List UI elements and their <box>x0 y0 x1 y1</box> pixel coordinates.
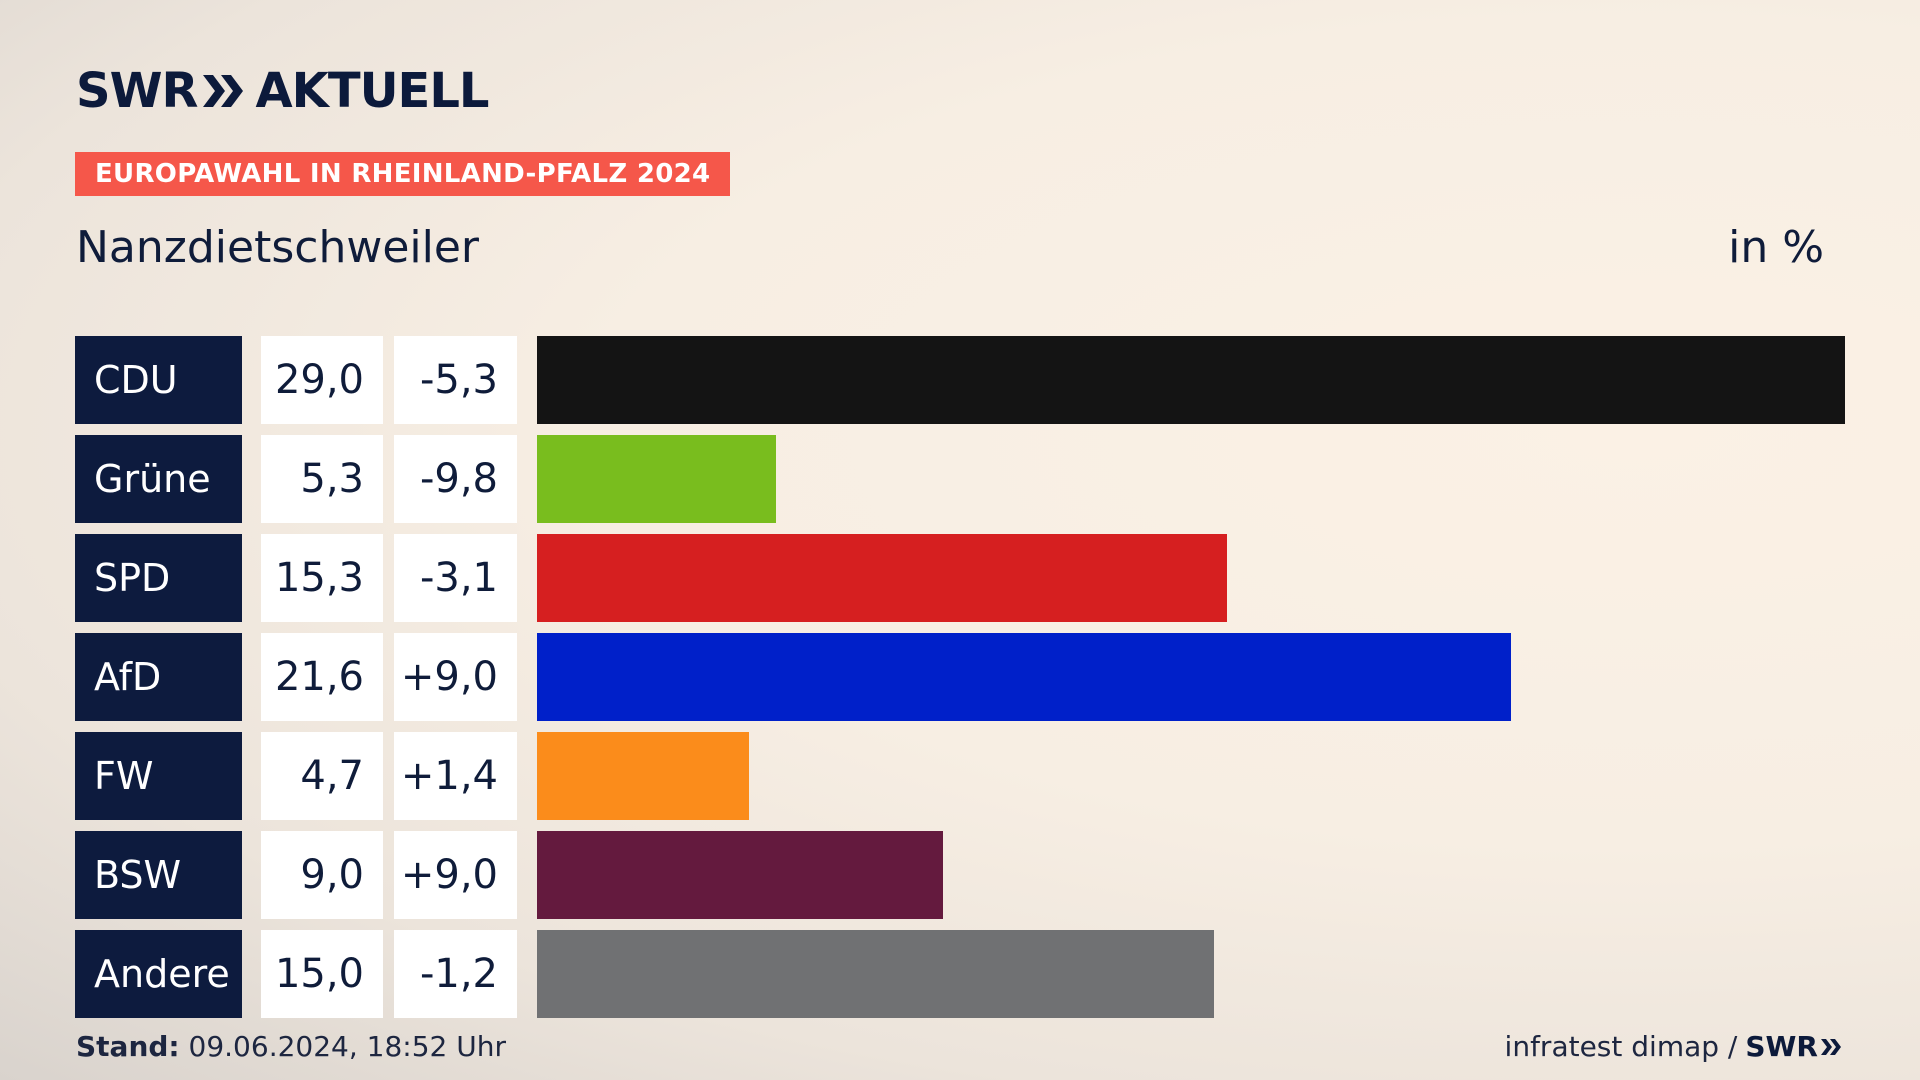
source-text: infratest dimap / <box>1504 1030 1738 1063</box>
source-brand: SWR <box>1745 1030 1818 1063</box>
party-label: BSW <box>75 831 242 919</box>
party-label: Grüne <box>75 435 242 523</box>
party-label: Andere <box>75 930 242 1018</box>
party-label: FW <box>75 732 242 820</box>
stand-value: 09.06.2024, 18:52 Uhr <box>188 1030 506 1063</box>
bar <box>537 732 749 820</box>
value-label: 4,7 <box>261 732 383 820</box>
bar <box>537 831 943 919</box>
bar <box>537 633 1511 721</box>
stand-label: Stand: <box>76 1030 180 1063</box>
party-label: AfD <box>75 633 242 721</box>
value-label: 15,0 <box>261 930 383 1018</box>
diff-label: -5,3 <box>394 336 517 424</box>
double-chevron-icon <box>1821 1038 1841 1055</box>
bar <box>537 435 776 523</box>
timestamp: Stand: 09.06.2024, 18:52 Uhr <box>76 1030 506 1063</box>
value-label: 21,6 <box>261 633 383 721</box>
double-chevron-icon <box>203 75 244 107</box>
value-label: 9,0 <box>261 831 383 919</box>
election-tag: EUROPAWAHL IN RHEINLAND-PFALZ 2024 <box>75 152 731 196</box>
diff-label: +1,4 <box>394 732 517 820</box>
logo-swr-text: SWR <box>76 63 198 119</box>
bar <box>537 930 1214 1018</box>
unit-label: in % <box>1728 222 1824 273</box>
party-label: CDU <box>75 336 242 424</box>
diff-label: -1,2 <box>394 930 517 1018</box>
diff-label: +9,0 <box>394 633 517 721</box>
bar <box>537 336 1845 424</box>
party-label: SPD <box>75 534 242 622</box>
value-label: 5,3 <box>261 435 383 523</box>
logo-aktuell-text: AKTUELL <box>255 63 489 119</box>
place-title: Nanzdietschweiler <box>76 222 480 273</box>
value-label: 15,3 <box>261 534 383 622</box>
bar <box>537 534 1227 622</box>
diff-label: -9,8 <box>394 435 517 523</box>
diff-label: -3,1 <box>394 534 517 622</box>
swr-aktuell-logo: SWR AKTUELL <box>76 63 490 119</box>
diff-label: +9,0 <box>394 831 517 919</box>
value-label: 29,0 <box>261 336 383 424</box>
source-credit: infratest dimap / SWR <box>1505 1030 1842 1063</box>
